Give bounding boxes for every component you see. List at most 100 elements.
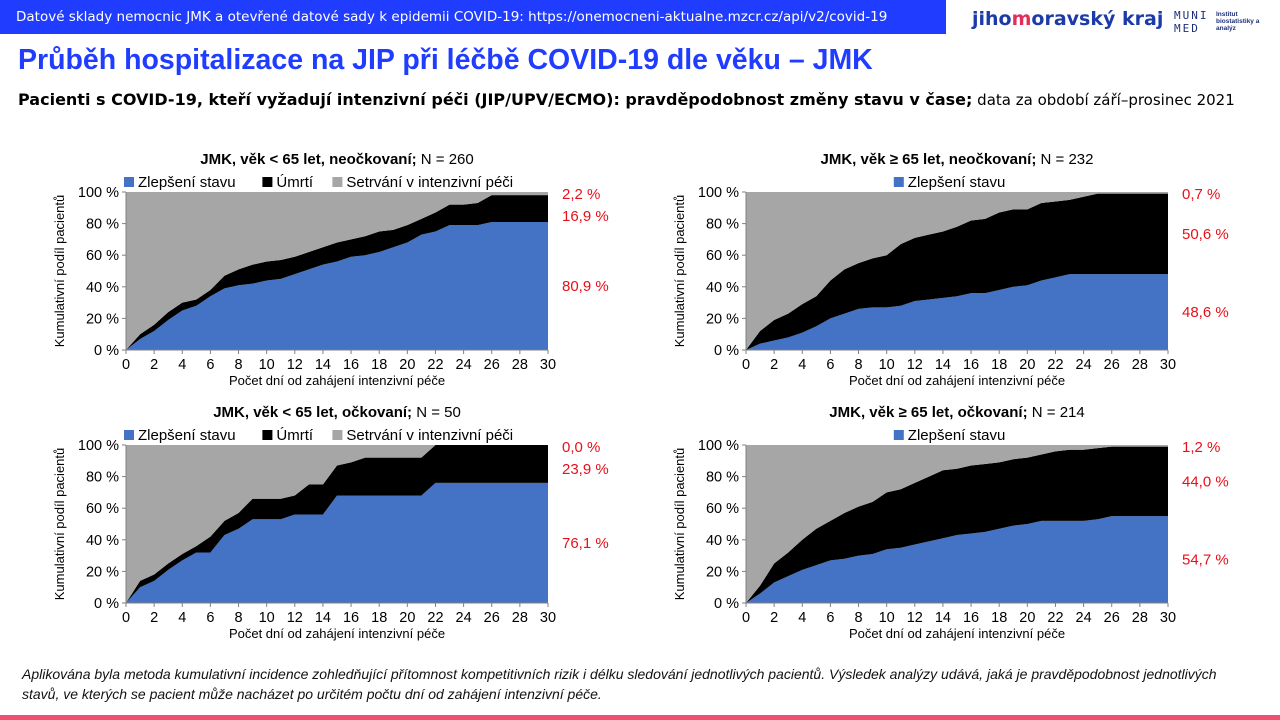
x-tick-label: 6	[206, 357, 214, 373]
x-tick-label: 28	[1132, 357, 1148, 373]
legend-swatch	[262, 177, 273, 187]
area-setrvání-v-intenzivní-péči	[126, 192, 548, 350]
y-axis-label: Kumulativní podíl pacientů	[52, 195, 67, 347]
x-tick-label: 14	[935, 610, 951, 626]
legend-label: Setrvání v intenzivní péči	[346, 427, 513, 444]
y-tick-label: 100 %	[78, 438, 119, 454]
y-tick-label: 40 %	[86, 533, 119, 549]
x-tick-label: 18	[991, 610, 1007, 626]
x-tick-label: 26	[1104, 610, 1120, 626]
chart-title-n: N = 50	[412, 404, 461, 421]
x-tick-label: 4	[798, 357, 806, 373]
legend-swatch	[332, 430, 343, 440]
muni-logo-line1: MUNI	[1174, 9, 1209, 22]
muni-med-logo: MUNI MED	[1174, 9, 1220, 35]
subtitle-period: data za období září–prosinec 2021	[972, 91, 1235, 109]
x-tick-label: 4	[798, 610, 806, 626]
x-tick-label: 4	[178, 610, 186, 626]
iba-logo-text: Institut biostatistiky a analýz	[1216, 11, 1260, 32]
area-zlepšení-stavu	[126, 482, 548, 603]
area-setrvání-v-intenzivní-péči	[126, 445, 548, 603]
x-tick-label: 18	[371, 610, 387, 626]
y-tick-label: 80 %	[86, 470, 119, 486]
area-zlepšení-stavu	[126, 222, 548, 350]
y-tick-label: 100 %	[78, 185, 119, 201]
y-tick-label: 0 %	[94, 343, 119, 359]
y-tick-label: 80 %	[706, 217, 739, 233]
x-tick-label: 10	[259, 610, 275, 626]
x-tick-label: 18	[371, 357, 387, 373]
area-úmrtí	[126, 195, 548, 350]
chart-title-n: N = 260	[417, 151, 474, 168]
chart-title-group: JMK, věk ≥ 65 let, neočkovaní;	[821, 151, 1037, 168]
y-tick-label: 60 %	[86, 501, 119, 517]
x-tick-label: 0	[122, 610, 130, 626]
y-tick-label: 0 %	[94, 596, 119, 612]
legend-label: Úmrtí	[276, 427, 313, 444]
x-tick-label: 26	[484, 610, 500, 626]
x-tick-label: 8	[854, 357, 862, 373]
chart-title: JMK, věk < 65 let, neočkovaní; N = 260	[200, 151, 473, 168]
x-tick-label: 2	[770, 357, 778, 373]
end-value-label: 50,6 %	[1182, 226, 1229, 243]
x-tick-label: 26	[1104, 357, 1120, 373]
x-tick-label: 20	[1019, 610, 1035, 626]
y-tick-label: 60 %	[86, 248, 119, 264]
chart-over65-unvaccinated: JMK, věk ≥ 65 let, neočkovaní; N = 232 0 …	[620, 140, 1260, 410]
area-setrvání-v-intenzivní-péči	[746, 445, 1168, 603]
end-value-label: 0,0 %	[562, 439, 600, 456]
data-source-text: Datové sklady nemocnic JMK a otevřené da…	[16, 9, 888, 25]
x-tick-label: 12	[287, 357, 303, 373]
x-axis-label: Počet dní od zahájení intenzivní péče	[849, 373, 1065, 388]
x-tick-label: 4	[178, 357, 186, 373]
legend-label: Setrvání v intenzivní péči	[346, 174, 513, 191]
x-tick-label: 24	[1076, 357, 1092, 373]
x-tick-label: 22	[427, 610, 443, 626]
legend-swatch	[332, 177, 343, 187]
x-tick-label: 8	[234, 357, 242, 373]
y-tick-label: 0 %	[714, 596, 739, 612]
y-tick-label: 20 %	[706, 311, 739, 327]
jmk-logo: jihomoravský kraj	[972, 8, 1163, 30]
x-tick-label: 0	[742, 610, 750, 626]
end-value-label: 16,9 %	[562, 208, 609, 225]
y-tick-label: 80 %	[86, 217, 119, 233]
x-tick-label: 16	[963, 357, 979, 373]
y-tick-label: 20 %	[86, 564, 119, 580]
chart-under65-unvaccinated: JMK, věk < 65 let, neočkovaní; N = 260 0 …	[0, 140, 640, 410]
x-tick-label: 2	[150, 357, 158, 373]
x-tick-label: 6	[826, 610, 834, 626]
chart-title-n: N = 232	[1036, 151, 1093, 168]
jmk-logo-part1: jiho	[972, 8, 1012, 30]
y-tick-label: 100 %	[698, 438, 739, 454]
legend-swatch	[124, 177, 134, 187]
x-tick-label: 28	[512, 610, 528, 626]
x-tick-label: 14	[315, 610, 331, 626]
y-tick-label: 20 %	[706, 564, 739, 580]
y-tick-label: 40 %	[706, 280, 739, 296]
legend-label: Zlepšení stavu	[908, 174, 1006, 191]
chart-title-group: JMK, věk < 65 let, neočkovaní;	[200, 151, 416, 168]
y-tick-label: 80 %	[706, 470, 739, 486]
x-tick-label: 28	[512, 357, 528, 373]
method-note: Aplikována byla metoda kumulativní incid…	[22, 666, 1217, 702]
end-value-label: 44,0 %	[1182, 473, 1229, 490]
legend-swatch	[893, 430, 904, 440]
chart-title-group: JMK, věk ≥ 65 let, očkovaní;	[829, 404, 1027, 421]
legend-label: Úmrtí	[276, 174, 313, 191]
x-tick-label: 30	[1160, 610, 1176, 626]
chart-under65-vaccinated: JMK, věk < 65 let, očkovaní; N = 50 0 % 20…	[0, 393, 640, 663]
bottom-accent-line	[0, 715, 1280, 720]
area-úmrtí	[746, 193, 1168, 350]
chart-title: JMK, věk ≥ 65 let, očkovaní; N = 214	[829, 404, 1084, 421]
chart-over65-vaccinated: JMK, věk ≥ 65 let, očkovaní; N = 214 0 % 2…	[620, 393, 1260, 663]
x-tick-label: 20	[399, 357, 415, 373]
x-tick-label: 2	[150, 610, 158, 626]
x-tick-label: 10	[879, 357, 895, 373]
y-tick-label: 0 %	[714, 343, 739, 359]
x-tick-label: 2	[770, 610, 778, 626]
area-úmrtí	[126, 445, 548, 603]
x-tick-label: 14	[315, 357, 331, 373]
chart-title-n: N = 214	[1028, 404, 1085, 421]
x-tick-label: 22	[1047, 357, 1063, 373]
